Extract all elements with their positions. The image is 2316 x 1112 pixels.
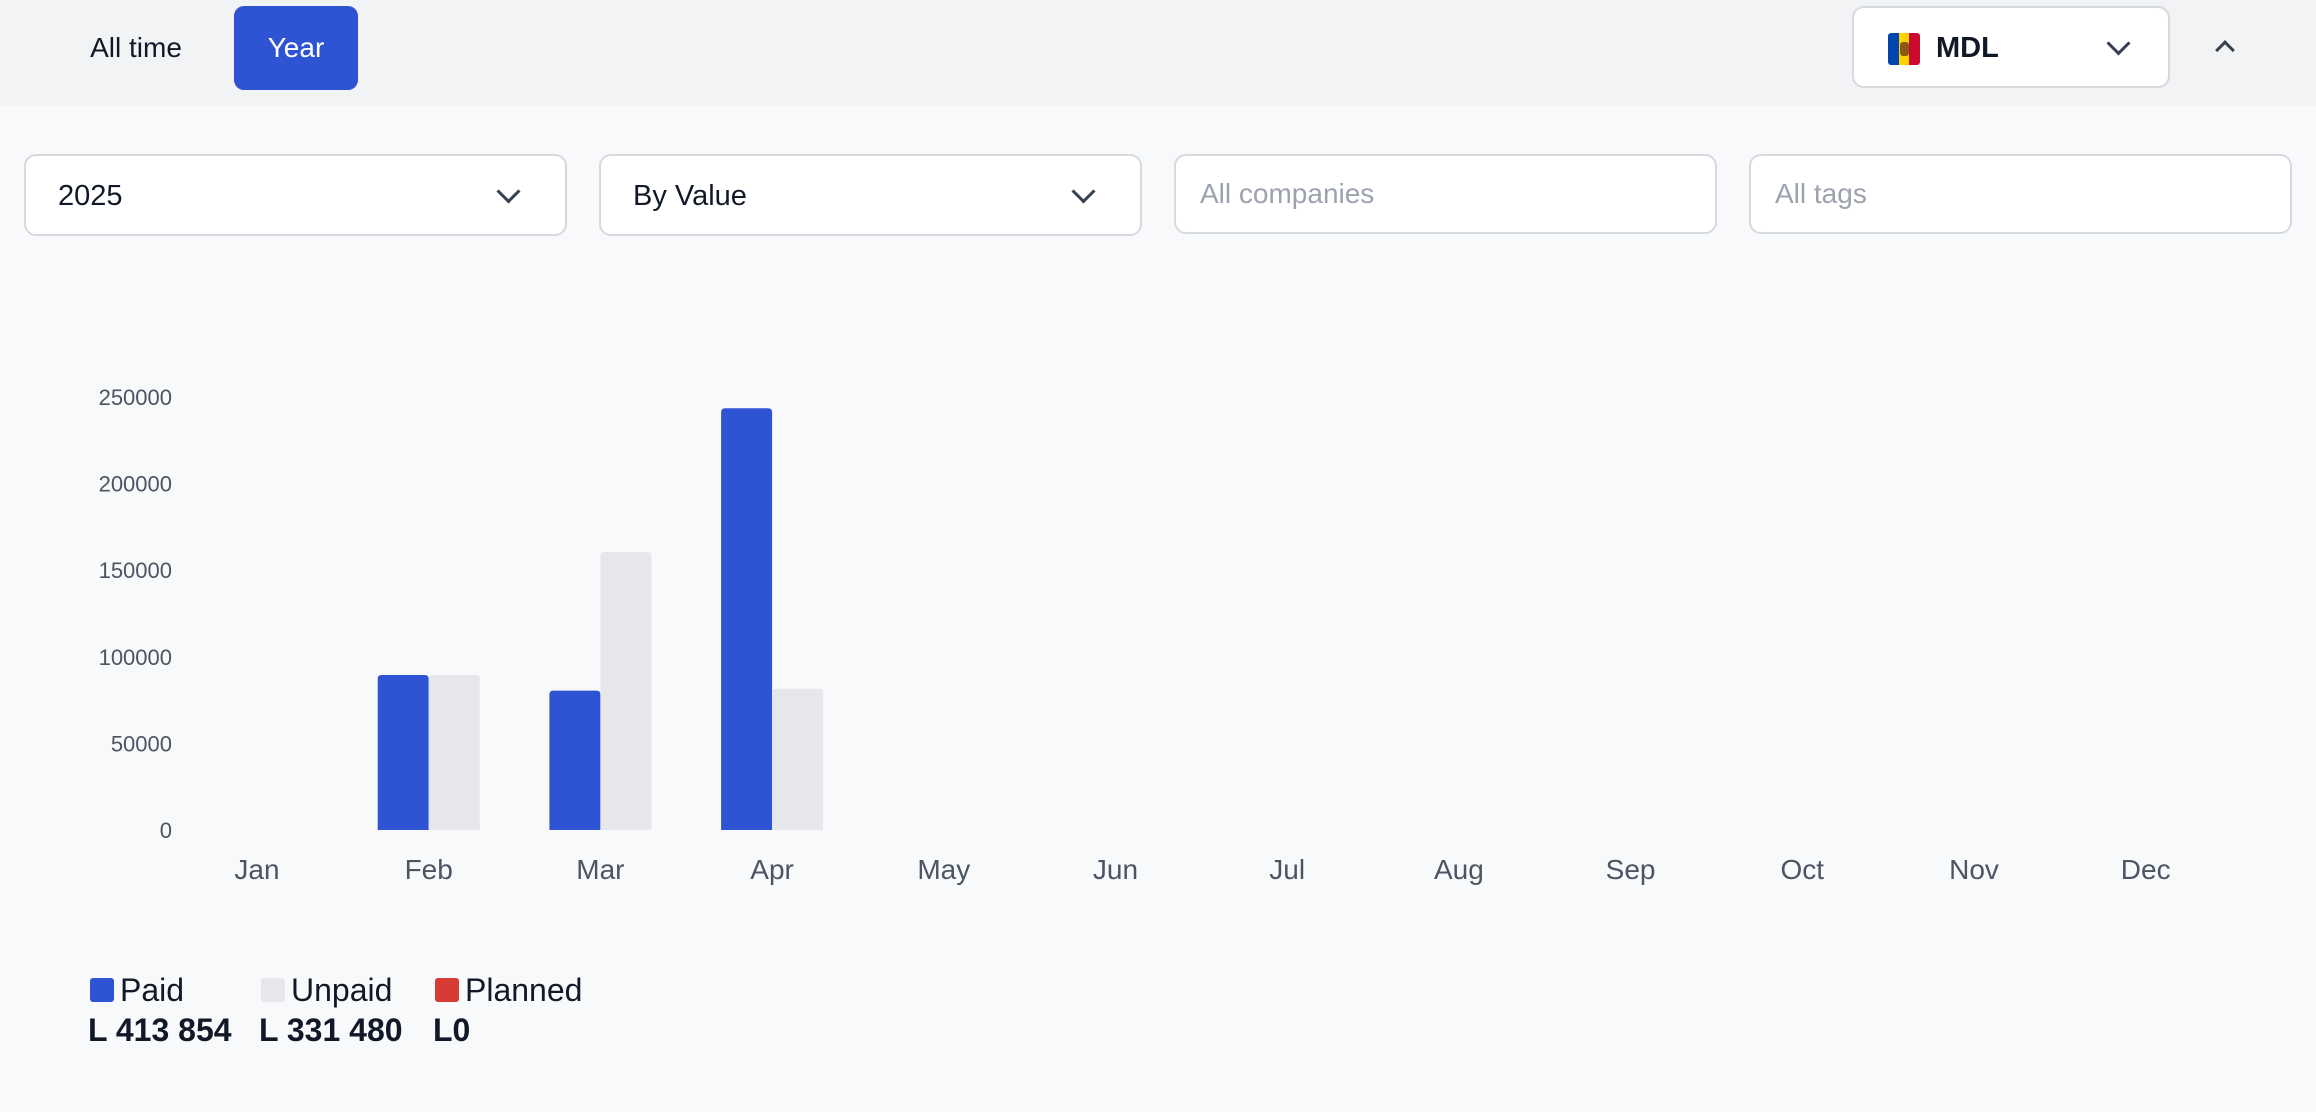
tags-input[interactable] [1751, 156, 2290, 232]
y-tick-label: 100000 [99, 645, 172, 670]
collapse-button[interactable] [2200, 20, 2248, 70]
x-tick-label: Jul [1269, 854, 1305, 885]
tab-all-time[interactable]: All time [90, 32, 182, 63]
bar-paid-mar[interactable] [549, 690, 601, 830]
mode-select[interactable]: By Value [599, 154, 1142, 236]
bar-unpaid-mar[interactable] [600, 552, 652, 830]
x-tick-label: Aug [1434, 854, 1484, 885]
x-tick-label: Sep [1606, 854, 1656, 885]
monthly-bar-chart: 0 50000 100000 150000 200000 250000 Jan Feb Mar A… [99, 385, 2171, 885]
x-tick-label: Nov [1949, 854, 1999, 885]
x-tick-label: Feb [405, 854, 453, 885]
currency-select[interactable]: MDL [1852, 6, 2170, 88]
planned-swatch [435, 978, 459, 1002]
x-tick-label: Oct [1781, 854, 1825, 885]
y-tick-label: 250000 [99, 385, 172, 410]
y-tick-label: 200000 [99, 472, 172, 497]
moldova-flag-icon [1888, 33, 1920, 65]
y-tick-label: 0 [160, 818, 172, 843]
top-toolbar: All time Year MDL [0, 0, 2316, 106]
paid-swatch [90, 978, 114, 1002]
companies-input[interactable] [1176, 156, 1715, 232]
chevron-up-icon [2215, 40, 2235, 60]
tab-year[interactable]: Year [234, 6, 358, 90]
chevron-down-icon [2106, 31, 2131, 56]
y-tick-label: 50000 [111, 731, 172, 756]
bar-unpaid-apr[interactable] [772, 688, 824, 830]
y-tick-label: 150000 [99, 558, 172, 583]
legend-total: L0 [433, 1012, 471, 1048]
bar-unpaid-feb[interactable] [428, 674, 480, 830]
x-tick-label: Jun [1093, 854, 1138, 885]
year-select[interactable]: 2025 [24, 154, 567, 236]
legend-label: Unpaid [291, 972, 393, 1008]
legend-label: Planned [465, 972, 583, 1008]
x-tick-label: Apr [750, 854, 794, 885]
bar-paid-apr[interactable] [721, 408, 773, 830]
chevron-down-icon [1071, 179, 1096, 204]
x-tick-label: Mar [576, 854, 624, 885]
legend-label: Paid [120, 972, 185, 1008]
x-tick-label: Jan [234, 854, 279, 885]
tags-field[interactable] [1749, 154, 2292, 234]
mode-select-value: By Value [633, 180, 747, 212]
currency-label: MDL [1936, 32, 1999, 64]
unpaid-swatch [261, 978, 285, 1002]
bar-paid-feb[interactable] [377, 674, 429, 830]
legend-total: L 331 480 [259, 1012, 403, 1048]
x-tick-label: Dec [2121, 854, 2171, 885]
legend-total: L 413 854 [88, 1012, 232, 1048]
chevron-down-icon [496, 179, 521, 204]
year-select-value: 2025 [58, 180, 123, 212]
x-tick-label: May [917, 854, 970, 885]
companies-field[interactable] [1174, 154, 1717, 234]
